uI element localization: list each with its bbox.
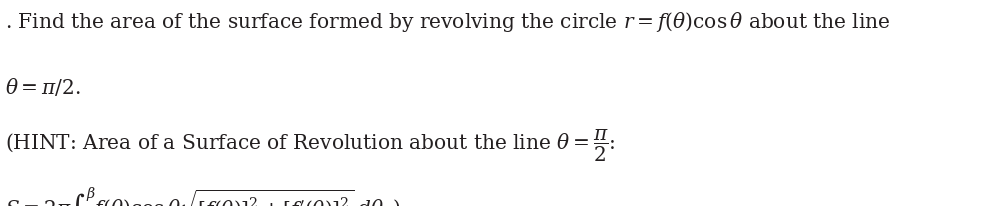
Text: $\theta = \pi/2.$: $\theta = \pi/2.$ <box>5 76 81 98</box>
Text: (HINT: Area of a Surface of Revolution about the line $\theta = \dfrac{\pi}{2}$:: (HINT: Area of a Surface of Revolution a… <box>5 128 615 164</box>
Text: $S = 2\pi \int_{\alpha}^{\beta} f(\theta) \cos\theta \sqrt{[f(\theta)]^2 + [f'(\: $S = 2\pi \int_{\alpha}^{\beta} f(\theta… <box>5 185 401 206</box>
Text: . Find the area of the surface formed by revolving the circle $r = f(\theta)\cos: . Find the area of the surface formed by… <box>5 10 891 34</box>
